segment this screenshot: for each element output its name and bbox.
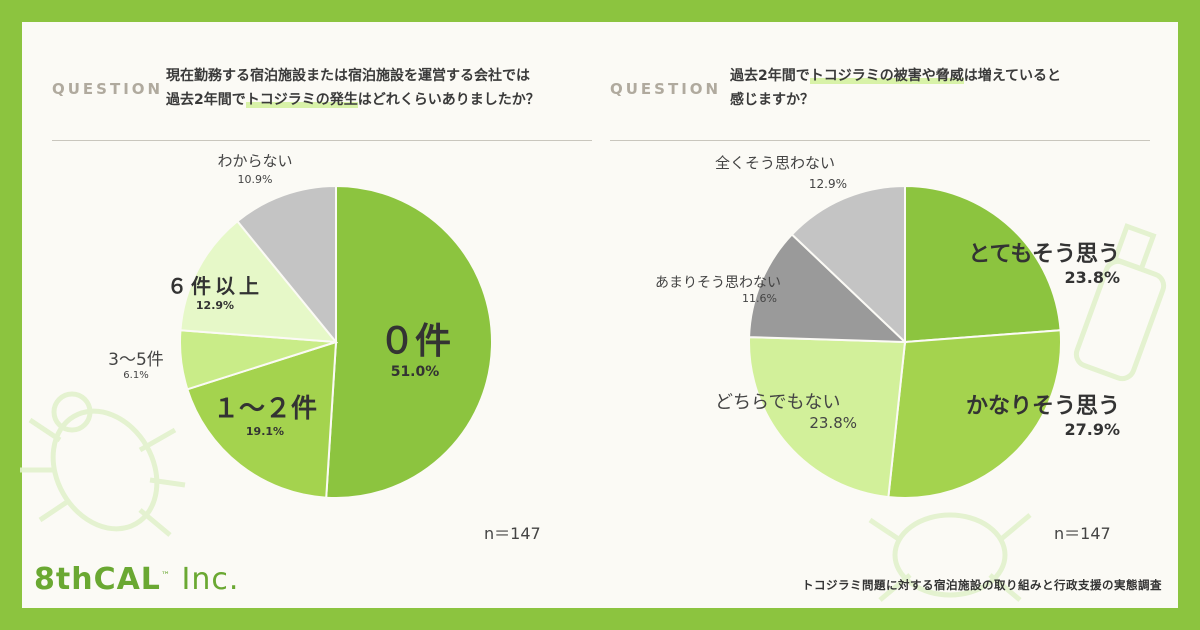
label-mattaku: 全くそう思わない 12.9%	[715, 152, 885, 191]
question-right-line2: 感じますか？	[730, 92, 814, 108]
company-logo: 8thCAL™ Inc.	[34, 562, 239, 597]
logo-inc: Inc.	[170, 562, 240, 597]
label-zero-text: ０件	[378, 321, 451, 362]
question-left-line2-post: はどれくらいありましたか？	[357, 92, 540, 108]
label-amari-pct: 11.6%	[742, 292, 777, 305]
question-right-line1: 過去2年間でトコジラミの被害や脅威は増えていると	[730, 64, 1061, 88]
pie-slice-0-0	[325, 184, 494, 499]
question-right-line1-pre: 過去2年間で	[730, 68, 810, 84]
sample-size-right: n＝147	[1054, 524, 1111, 543]
sample-size-left: n＝147	[484, 524, 541, 543]
label-dochira-text: どちらでもない	[715, 392, 841, 413]
bug-outline-left-icon	[20, 391, 186, 537]
label-mattaku-text: 全くそう思わない	[715, 154, 836, 172]
label-kanari-text: かなりそう思う	[965, 394, 1120, 419]
divider-right	[610, 140, 1150, 141]
question-text-left: 現在勤務する宿泊施設または宿泊施設を運営する会社では 過去2年間でトコジラミの発…	[166, 64, 540, 112]
question-left-highlight: トコジラミの発生	[245, 92, 358, 108]
question-right-highlight: トコジラミの被害や脅威	[809, 68, 964, 84]
pie-slice-1-0	[904, 184, 1062, 344]
question-label-right: QUESTION	[610, 80, 722, 98]
question-left-line2-pre: 過去2年間で	[166, 92, 246, 108]
pie-slice-1-3	[748, 233, 908, 344]
label-totemo-text: とてもそう思う	[968, 242, 1120, 267]
label-totemo: とてもそう思う 23.8%	[940, 236, 1120, 287]
label-zero-pct: 51.0%	[390, 364, 440, 380]
label-totemo-pct: 23.8%	[1064, 268, 1120, 287]
label-3to5: 3～5件 6.1%	[96, 345, 176, 381]
label-6plus-text: ６件以上	[167, 274, 263, 298]
label-dochira: どちらでもない 23.8%	[715, 388, 865, 432]
label-1to2: １～２件 19.1%	[200, 388, 330, 438]
label-6plus: ６件以上 12.9%	[160, 270, 270, 312]
spray-bottle-icon	[1073, 223, 1167, 382]
pie-chart-perception	[748, 184, 1062, 499]
label-wakaranai: わからない 10.9%	[200, 150, 310, 186]
pie-slice-0-3	[179, 219, 339, 344]
logo-tm: ™	[160, 571, 171, 581]
pie-slice-0-4	[235, 184, 337, 345]
question-text-right: 過去2年間でトコジラミの被害や脅威は増えていると 感じますか？	[730, 64, 1061, 112]
label-mattaku-pct: 12.9%	[808, 177, 847, 191]
label-zero: ０件 51.0%	[360, 312, 470, 380]
logo-main: 8thCAL	[34, 562, 161, 597]
label-3to5-pct: 6.1%	[123, 370, 149, 381]
label-dochira-pct: 23.8%	[809, 414, 857, 432]
label-kanari-pct: 27.9%	[1064, 420, 1120, 439]
pie-chart-occurrence	[179, 184, 494, 499]
label-1to2-text: １～２件	[212, 394, 317, 424]
label-kanari: かなりそう思う 27.9%	[940, 388, 1120, 439]
label-wakaranai-text: わからない	[217, 152, 293, 170]
label-wakaranai-pct: 10.9%	[237, 173, 273, 186]
pie-slice-1-4	[790, 184, 906, 345]
question-left-line1: 現在勤務する宿泊施設または宿泊施設を運営する会社では	[166, 68, 530, 84]
label-3to5-text: 3～5件	[108, 350, 164, 370]
pie-slice-1-2	[748, 336, 907, 499]
pie-slice-1-1	[887, 329, 1062, 499]
label-6plus-pct: 12.9%	[195, 299, 235, 312]
label-amari-text: あまりそう思わない	[655, 275, 781, 291]
label-amari: あまりそう思わない 11.6%	[655, 272, 815, 305]
bug-outline-right-icon	[868, 512, 1032, 602]
divider-left	[52, 140, 592, 141]
pie-slice-0-1	[186, 340, 338, 499]
question-left-line2: 過去2年間でトコジラミの発生はどれくらいありましたか？	[166, 88, 540, 112]
label-1to2-pct: 19.1%	[245, 425, 285, 438]
question-label-left: QUESTION	[52, 80, 164, 98]
question-right-line1-post: は増えていると	[963, 68, 1062, 84]
survey-title: トコジラミ問題に対する宿泊施設の取り組みと行政支援の実態調査	[802, 578, 1162, 592]
